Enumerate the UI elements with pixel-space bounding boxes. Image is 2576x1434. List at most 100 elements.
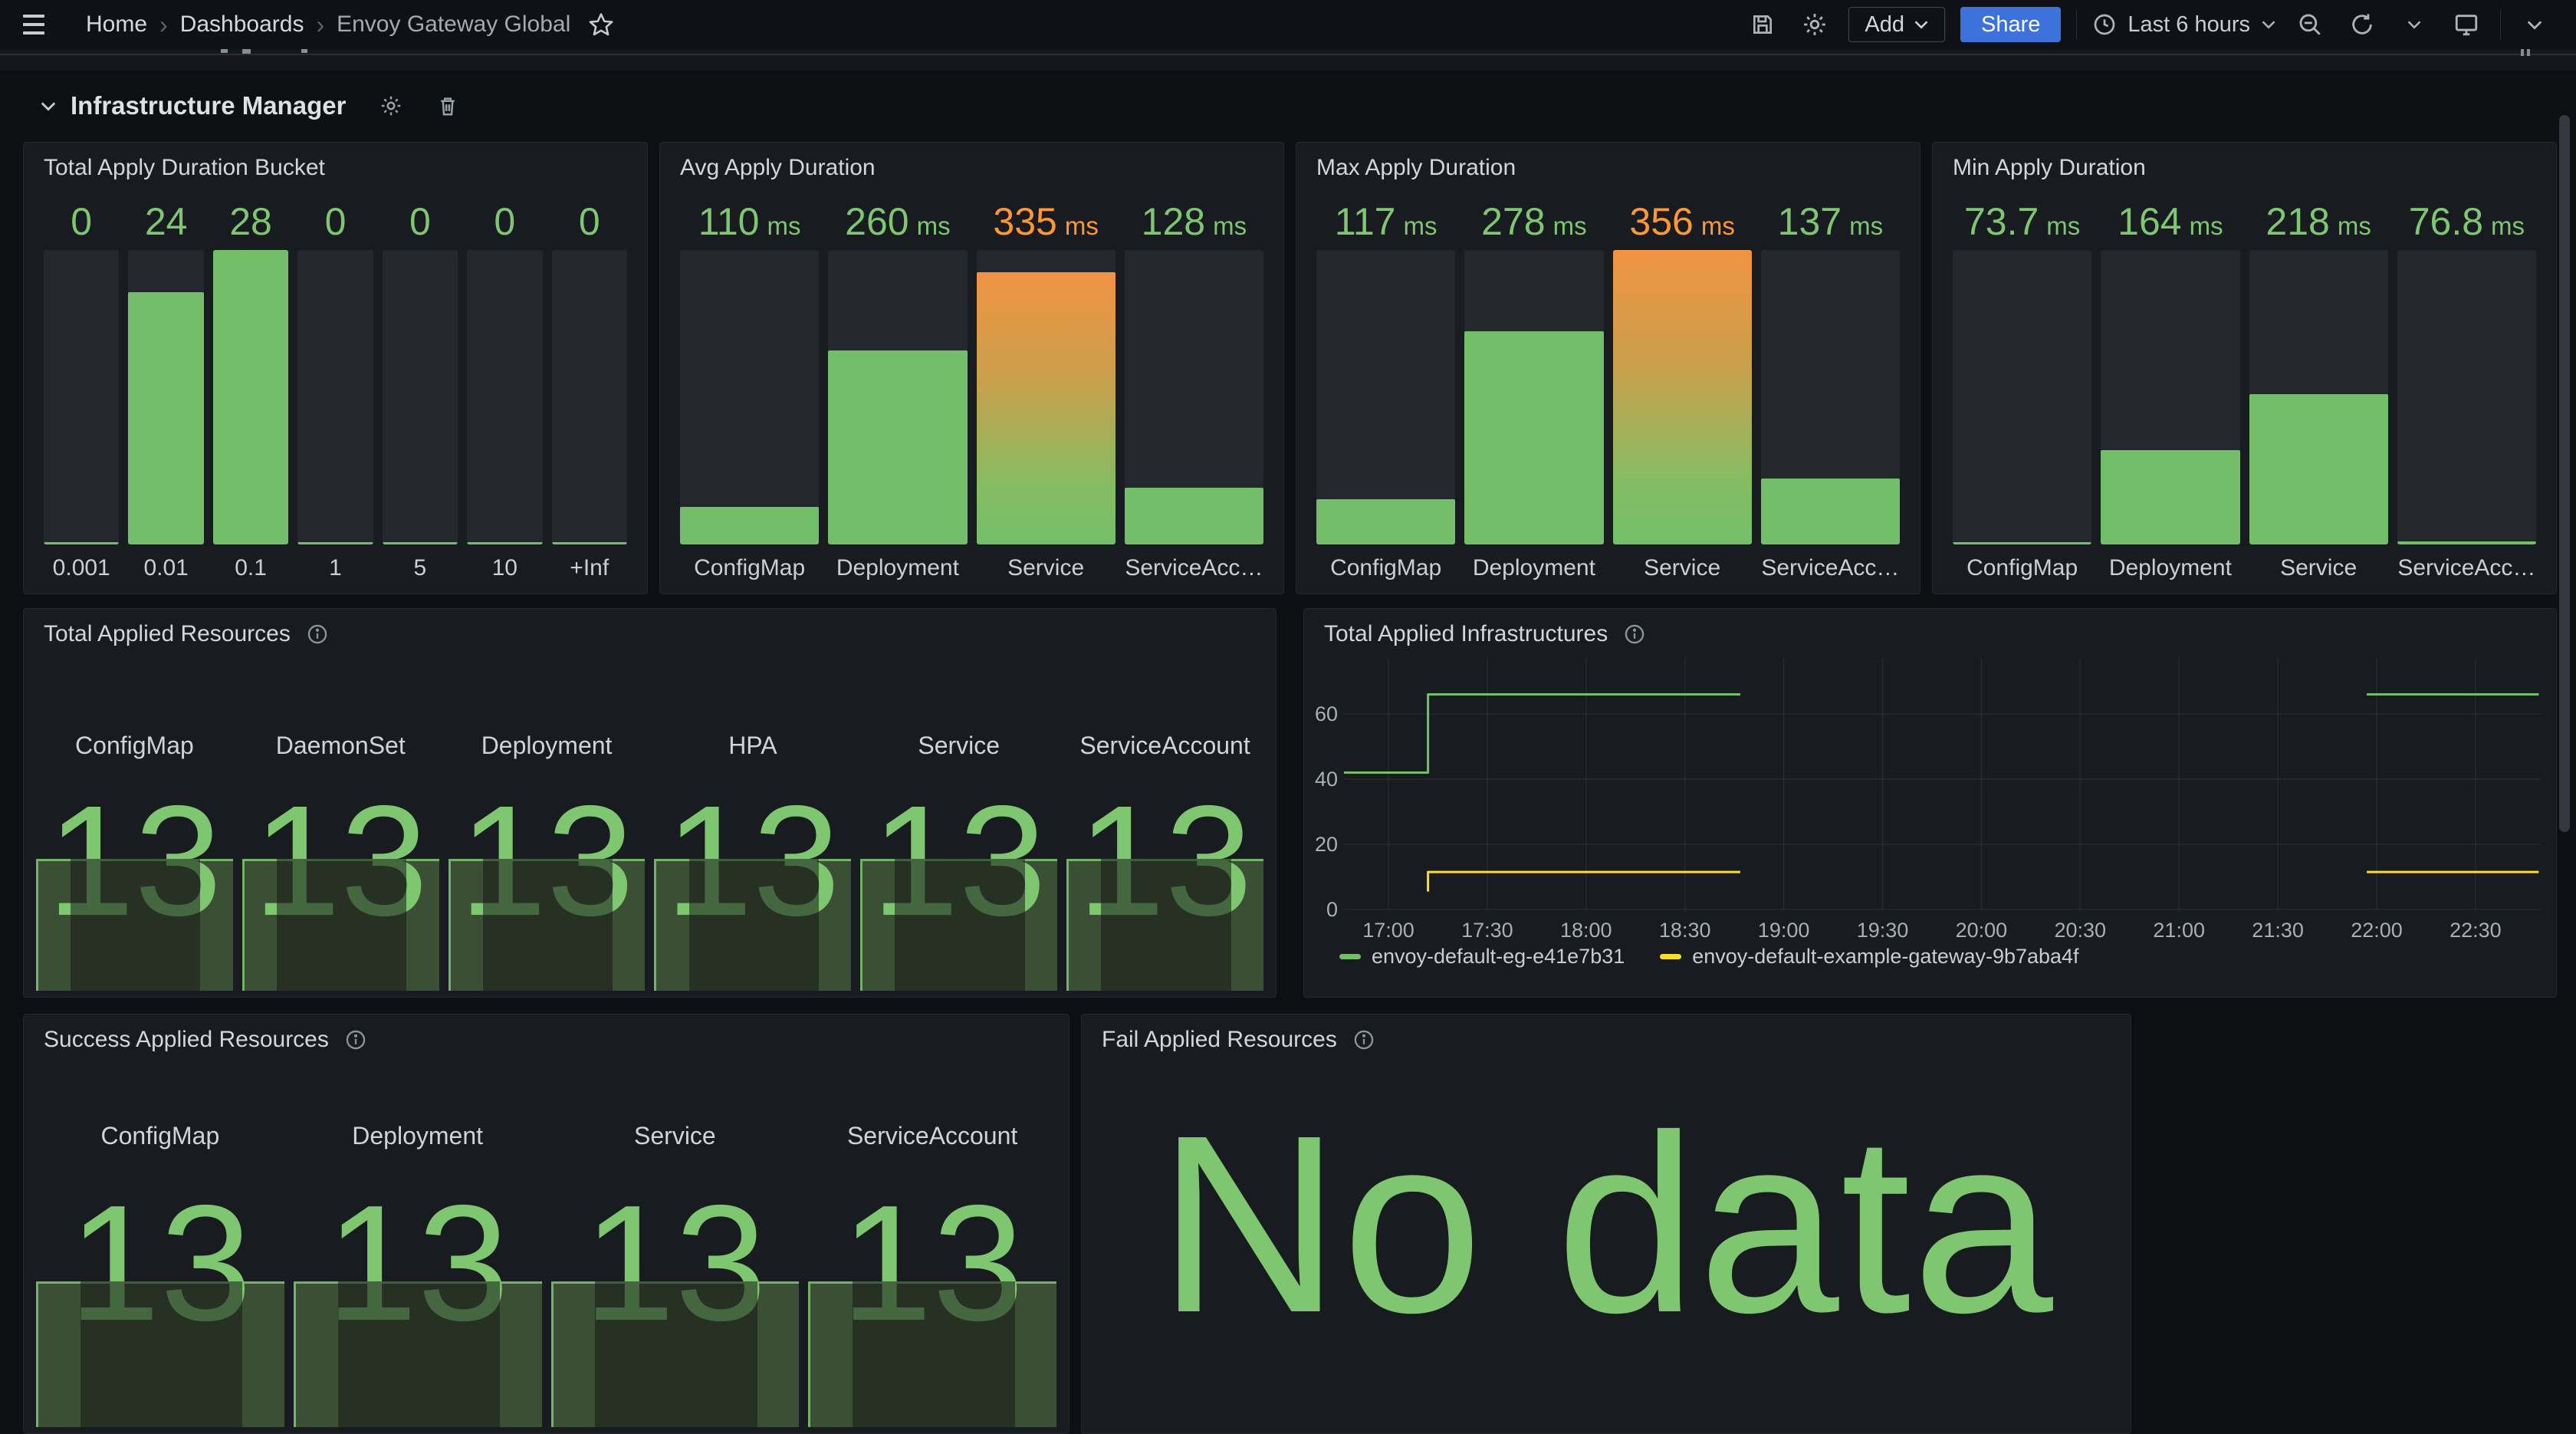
row-settings-gear-icon[interactable]	[380, 94, 402, 117]
zoom-out-time-icon[interactable]	[2292, 6, 2328, 43]
stat-cell[interactable]: ServiceAccount13	[803, 1057, 1061, 1429]
bar-gauge-track[interactable]	[552, 250, 627, 544]
panel-header: Total Apply Duration Bucket	[44, 155, 325, 181]
bar-gauge-value-number: 128	[1142, 199, 1205, 244]
panel-title[interactable]: Total Applied Infrastructures	[1324, 621, 1608, 647]
bar-gauge-value-number: 110	[698, 199, 760, 244]
bar-gauge-value: 260ms	[828, 192, 967, 250]
bar-gauge-track[interactable]	[213, 250, 288, 544]
panel-title[interactable]: Success Applied Resources	[44, 1027, 329, 1053]
bar-gauge-label: Service	[1613, 555, 1752, 581]
bar-gauge-value-number: 0	[409, 199, 431, 244]
row-delete-trash-icon[interactable]	[436, 94, 459, 117]
bar-gauge-track[interactable]	[828, 250, 967, 544]
sparkline-shade	[338, 1281, 501, 1427]
refresh-icon[interactable]	[2344, 6, 2380, 43]
time-range-picker[interactable]: Last 6 hours	[2092, 12, 2276, 38]
panel-header: Max Apply Duration	[1316, 155, 1516, 181]
stat-cell[interactable]: Service13	[856, 652, 1062, 992]
bar-gauge-track[interactable]	[1464, 250, 1603, 544]
info-icon[interactable]	[1351, 1027, 1377, 1053]
bar-gauge-track[interactable]	[1125, 250, 1263, 544]
bar-gauge-track[interactable]	[1761, 250, 1900, 544]
legend-item[interactable]: envoy-default-example-gateway-9b7aba4f	[1660, 945, 2078, 969]
breadcrumb-home[interactable]: Home	[86, 12, 147, 38]
bar-gauge-bar	[467, 542, 542, 544]
bar-gauge-bar	[1613, 250, 1752, 544]
bar-gauge-track[interactable]	[44, 250, 119, 544]
bar-gauge: 110ms260ms335ms128msConfigMapDeploymentS…	[680, 192, 1263, 583]
bar-gauge-value: 278ms	[1464, 192, 1603, 250]
no-data-text: No data	[1158, 1078, 2055, 1370]
stat-cell[interactable]: Deployment13	[444, 652, 650, 992]
menu-toggle-icon[interactable]	[23, 9, 54, 40]
no-data-region: No data	[1082, 1015, 2131, 1433]
dashboard-settings-gear-icon[interactable]	[1796, 6, 1833, 43]
info-icon[interactable]	[343, 1027, 369, 1053]
bar-gauge-value-unit: ms	[1701, 212, 1735, 241]
stat-cell[interactable]: DaemonSet13	[238, 652, 444, 992]
bar-gauge-track[interactable]	[297, 250, 373, 544]
save-dashboard-icon[interactable]	[1744, 6, 1781, 43]
share-button-label: Share	[1981, 12, 2040, 38]
bar-gauge-track[interactable]	[1613, 250, 1752, 544]
share-button[interactable]: Share	[1960, 7, 2061, 42]
bar-gauge-value-unit: ms	[1213, 212, 1247, 241]
bar-gauge-track[interactable]	[383, 250, 458, 544]
stat-cell[interactable]: Deployment13	[289, 1057, 547, 1429]
bar-gauge-value: 73.7ms	[1953, 192, 2091, 250]
favorite-star-icon[interactable]	[583, 6, 619, 43]
info-icon[interactable]	[304, 621, 330, 647]
refresh-interval-dropdown-icon[interactable]	[2396, 6, 2433, 43]
nav-actions: Add Share Last 6 hours	[1744, 6, 2553, 43]
panel-title[interactable]: Max Apply Duration	[1316, 155, 1516, 181]
bar-gauge: 73.7ms164ms218ms76.8msConfigMapDeploymen…	[1953, 192, 2536, 583]
bar-gauge-track[interactable]	[2249, 250, 2388, 544]
bar-gauge-track[interactable]	[1316, 250, 1455, 544]
bar-gauge-value-number: 164	[2118, 199, 2181, 244]
x-axis-tick: 19:00	[1758, 919, 1810, 942]
x-axis-tick: 20:30	[2055, 919, 2107, 942]
panel-title[interactable]: Fail Applied Resources	[1102, 1027, 1337, 1053]
sparkline-shade	[277, 859, 406, 991]
stat-cell[interactable]: ConfigMap13	[31, 1057, 289, 1429]
panel-title[interactable]: Total Applied Resources	[44, 621, 291, 647]
breadcrumb-dashboards[interactable]: Dashboards	[180, 12, 304, 38]
bar-gauge-track[interactable]	[2101, 250, 2239, 544]
panel-title[interactable]: Total Apply Duration Bucket	[44, 155, 325, 181]
info-icon[interactable]	[1622, 621, 1648, 647]
bar-gauge-track[interactable]	[467, 250, 542, 544]
kiosk-mode-monitor-icon[interactable]	[2448, 6, 2485, 43]
panel-title[interactable]: Avg Apply Duration	[680, 155, 876, 181]
add-button[interactable]: Add	[1848, 7, 1945, 42]
stat-cell[interactable]: Service13	[547, 1057, 804, 1429]
y-axis-tick: 40	[1315, 768, 1338, 791]
bar-gauge-value: 0	[383, 192, 458, 250]
collapse-topbar-chevron-icon[interactable]	[2516, 6, 2553, 43]
top-nav: Home › Dashboards › Envoy Gateway Global…	[0, 0, 2576, 49]
stat-cell[interactable]: ServiceAccount13	[1062, 652, 1268, 992]
timeseries-plot[interactable]: 020406017:0017:3018:0018:3019:0019:3020:…	[1304, 609, 2558, 998]
bar-gauge-track[interactable]	[1953, 250, 2091, 544]
y-axis-tick: 20	[1315, 833, 1338, 856]
row-toggle[interactable]: Infrastructure Manager	[40, 91, 346, 120]
stat-label: ServiceAccount	[803, 1122, 1061, 1150]
bar-gauge-label: 0.001	[44, 555, 119, 581]
panel-header: Total Applied Infrastructures	[1324, 621, 1648, 647]
x-axis-tick: 20:00	[1956, 919, 2008, 942]
bar-gauge-track[interactable]	[977, 250, 1116, 544]
stat-cell[interactable]: ConfigMap13	[31, 652, 238, 992]
sparkline-shade	[853, 1281, 1015, 1427]
bar-gauge-labels: ConfigMapDeploymentServiceServiceAcc…	[1316, 544, 1900, 583]
bar-gauge-track[interactable]	[680, 250, 819, 544]
bar-gauge-value-number: 24	[145, 199, 188, 244]
bar-gauge-value-unit: ms	[2190, 212, 2223, 241]
stat-label: ConfigMap	[31, 732, 238, 760]
panel-title[interactable]: Min Apply Duration	[1953, 155, 2146, 181]
stat-cell[interactable]: HPA13	[649, 652, 856, 992]
bar-gauge-track[interactable]	[128, 250, 203, 544]
vertical-scrollbar[interactable]	[2559, 115, 2570, 832]
legend-item[interactable]: envoy-default-eg-e41e7b31	[1339, 945, 1625, 969]
bar-gauge-track[interactable]	[2397, 250, 2536, 544]
bar-gauge-bar	[1316, 499, 1455, 544]
